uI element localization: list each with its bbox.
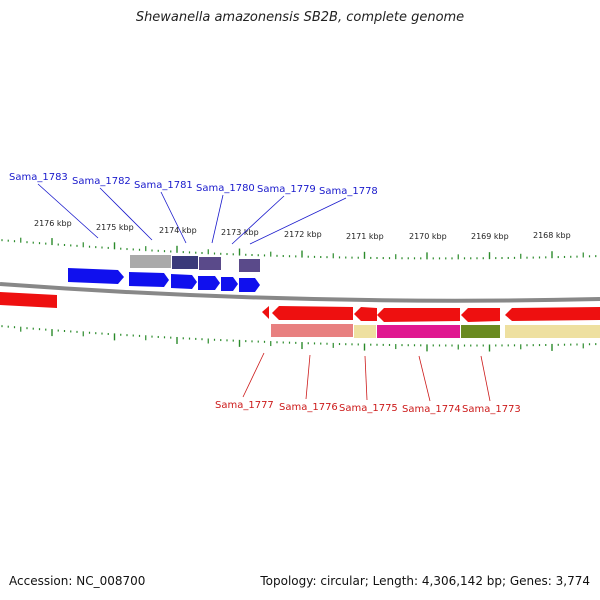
cog-box xyxy=(461,325,500,338)
cog-box xyxy=(354,325,376,338)
gene-forward[interactable] xyxy=(221,277,238,291)
gene-leader-line xyxy=(99,187,153,241)
tick-row-bottom xyxy=(1,325,597,352)
cog-box xyxy=(239,259,260,272)
gene-reverse[interactable] xyxy=(0,292,57,308)
kbp-label-2171: 2171 kbp xyxy=(346,232,384,241)
kbp-label-2174: 2174 kbp xyxy=(159,226,197,235)
gene-leader-line xyxy=(211,194,224,244)
cog-box xyxy=(271,324,353,337)
gene-forward[interactable] xyxy=(198,276,220,290)
gene-leader-line xyxy=(305,354,311,400)
gene-label-sama-1775[interactable]: Sama_1775 xyxy=(339,403,398,414)
cog-box xyxy=(130,255,171,268)
cog-box xyxy=(199,257,221,270)
cog-box xyxy=(172,256,198,269)
gene-label-sama-1783[interactable]: Sama_1783 xyxy=(9,172,68,183)
gene-label-sama-1776[interactable]: Sama_1776 xyxy=(279,402,338,413)
gene-label-sama-1773[interactable]: Sama_1773 xyxy=(462,404,521,415)
gene-leader-line xyxy=(242,352,265,398)
gene-leader-line xyxy=(480,355,491,402)
gene-reverse[interactable] xyxy=(461,308,500,322)
gene-forward[interactable] xyxy=(171,274,197,289)
kbp-label-2172: 2172 kbp xyxy=(284,230,322,239)
kbp-label-2168: 2168 kbp xyxy=(533,231,571,240)
gene-leader-line xyxy=(231,195,285,245)
tick-row-top xyxy=(1,237,597,260)
gene-reverse[interactable] xyxy=(505,307,600,321)
gene-leader-line xyxy=(249,197,347,245)
kbp-label-2170: 2170 kbp xyxy=(409,232,447,241)
map-title: Shewanella amazonensis SB2B, complete ge… xyxy=(135,10,465,25)
gene-leader-line xyxy=(364,355,368,401)
gene-label-sama-1782[interactable]: Sama_1782 xyxy=(72,176,131,187)
genome-summary: Topology: circular; Length: 4,306,142 bp… xyxy=(260,574,590,588)
gene-reverse[interactable] xyxy=(377,308,460,322)
gene-label-sama-1777[interactable]: Sama_1777 xyxy=(215,400,274,411)
genome-backbone xyxy=(0,282,600,303)
gene-label-sama-1774[interactable]: Sama_1774 xyxy=(402,404,461,415)
gene-label-sama-1778[interactable]: Sama_1778 xyxy=(319,186,378,197)
gene-forward[interactable] xyxy=(239,278,260,292)
kbp-label-2175: 2175 kbp xyxy=(96,223,134,232)
cog-box xyxy=(377,325,460,338)
kbp-label-2176: 2176 kbp xyxy=(34,219,72,228)
kbp-label-2169: 2169 kbp xyxy=(471,232,509,241)
gene-leader-line xyxy=(160,191,187,244)
gene-leader-line xyxy=(37,183,99,239)
gene-reverse[interactable] xyxy=(272,306,353,320)
gene-label-sama-1781[interactable]: Sama_1781 xyxy=(134,180,193,191)
gene-forward[interactable] xyxy=(68,268,124,284)
cog-box xyxy=(505,325,600,338)
gene-leader-line xyxy=(418,355,431,402)
gene-reverse[interactable] xyxy=(354,307,377,321)
gene-label-sama-1779[interactable]: Sama_1779 xyxy=(257,184,316,195)
kbp-label-2173: 2173 kbp xyxy=(221,228,259,237)
gene-forward[interactable] xyxy=(129,272,169,287)
gene-label-sama-1780[interactable]: Sama_1780 xyxy=(196,183,255,194)
accession-text: Accession: NC_008700 xyxy=(9,574,146,588)
gene-reverse[interactable] xyxy=(262,306,269,319)
